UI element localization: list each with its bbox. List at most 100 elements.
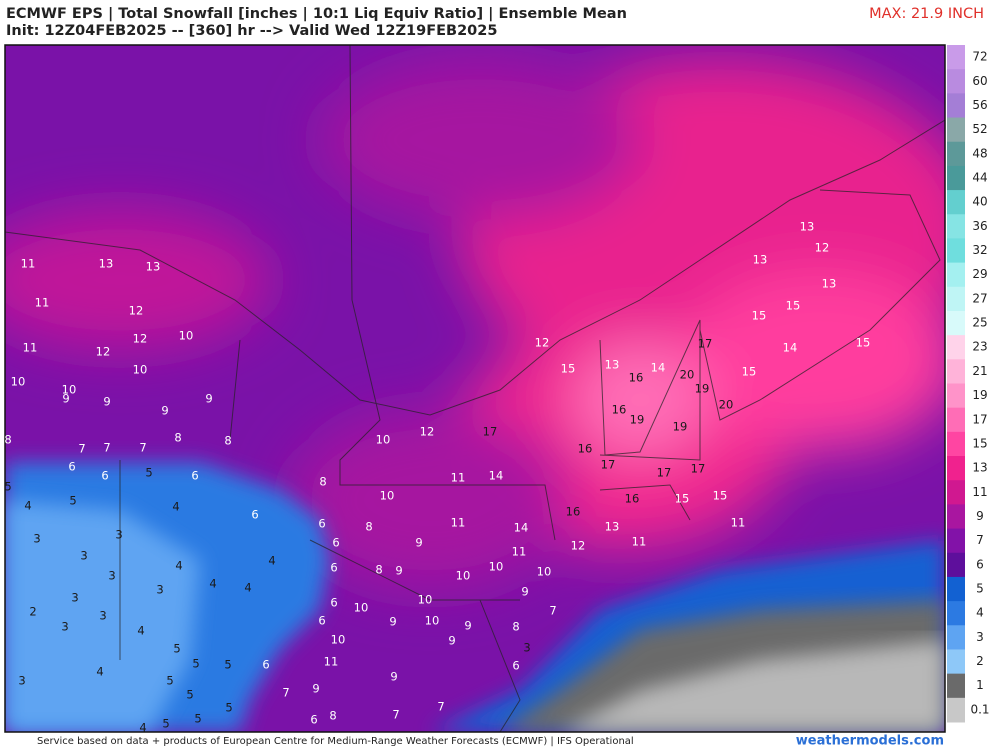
colorbar-label: 17 (972, 412, 987, 426)
snow-total-label: 13 (822, 277, 837, 291)
snow-total-label: 11 (512, 545, 527, 559)
colorbar-swatch (947, 383, 965, 409)
snow-total-label: 6 (318, 614, 325, 628)
snow-total-label: 8 (329, 709, 336, 723)
snow-total-label: 15 (856, 336, 871, 350)
snow-total-label: 10 (425, 614, 440, 628)
snow-total-label: 12 (571, 539, 586, 553)
snow-total-label: 13 (753, 253, 768, 267)
snow-total-label: 11 (632, 535, 647, 549)
colorbar-swatch (947, 69, 965, 94)
snow-total-label: 2 (29, 605, 36, 619)
snow-total-label: 9 (521, 585, 528, 599)
colorbar-swatch (947, 649, 965, 675)
colorbar-label: 19 (972, 388, 987, 402)
snow-total-label: 5 (162, 717, 169, 731)
colorbar-label: 13 (972, 461, 987, 475)
colorbar-label: 9 (976, 509, 984, 523)
snow-total-label: 10 (456, 569, 471, 583)
snow-total-label: 19 (695, 382, 710, 396)
colorbar-label: 21 (972, 364, 987, 378)
snow-total-label: 13 (146, 260, 161, 274)
colorbar-swatch (947, 335, 965, 360)
snow-total-label: 3 (33, 532, 40, 546)
snow-total-label: 5 (4, 480, 11, 494)
snow-total-label: 9 (448, 634, 455, 648)
colorbar-swatch (947, 480, 965, 505)
snow-total-label: 5 (69, 494, 76, 508)
footer-credit: Service based on data + products of Euro… (37, 736, 634, 747)
colorbar-swatch (947, 45, 965, 70)
colorbar-label: 48 (972, 146, 987, 160)
snow-total-label: 9 (161, 404, 168, 418)
snow-total-label: 16 (578, 442, 593, 456)
colorbar-swatch (947, 528, 965, 554)
colorbar-label: 40 (972, 195, 987, 209)
snow-total-label: 11 (21, 257, 36, 271)
snow-total-label: 8 (319, 475, 326, 489)
colorbar-label: 5 (976, 582, 984, 596)
snow-total-label: 8 (375, 563, 382, 577)
snow-total-label: 9 (395, 564, 402, 578)
snow-total-label: 6 (251, 508, 258, 522)
snow-total-label: 16 (566, 505, 581, 519)
snow-total-label: 16 (629, 371, 644, 385)
colorbar-swatch (947, 576, 965, 602)
snow-total-label: 14 (783, 341, 798, 355)
colorbar-label: 0.1 (970, 702, 989, 716)
snow-total-label: 17 (657, 466, 672, 480)
snow-total-label: 7 (139, 441, 146, 455)
snow-total-label: 11 (731, 516, 746, 530)
snow-total-label: 8 (174, 431, 181, 445)
snow-total-label: 9 (389, 615, 396, 629)
snow-total-label: 17 (483, 425, 498, 439)
map-frame (4, 44, 946, 733)
snow-total-label: 15 (561, 362, 576, 376)
colorbar-label: 52 (972, 122, 987, 136)
snow-total-label: 9 (312, 682, 319, 696)
snow-total-label: 6 (68, 460, 75, 474)
snow-total-label: 13 (605, 358, 620, 372)
snow-total-label: 6 (262, 658, 269, 672)
snow-total-label: 9 (62, 392, 69, 406)
snow-total-label: 5 (186, 688, 193, 702)
colorbar-swatch (947, 310, 965, 336)
colorbar-label: 29 (972, 267, 987, 281)
snow-total-label: 3 (61, 620, 68, 634)
snow-total-label: 11 (23, 341, 38, 355)
colorbar-label: 36 (972, 219, 987, 233)
snow-total-label: 7 (78, 442, 85, 456)
colorbar-swatch (947, 456, 965, 481)
snow-total-label: 7 (549, 604, 556, 618)
snow-total-label: 15 (752, 309, 767, 323)
colorbar-label: 15 (972, 436, 987, 450)
snow-total-label: 8 (224, 434, 231, 448)
snow-total-label: 10 (489, 560, 504, 574)
snow-total-label: 3 (523, 641, 530, 655)
colorbar-swatch (947, 625, 965, 650)
snow-total-label: 12 (133, 332, 148, 346)
snow-total-label: 5 (224, 658, 231, 672)
snow-total-label: 10 (331, 633, 346, 647)
snow-total-label: 5 (225, 701, 232, 715)
snow-total-label: 4 (244, 581, 251, 595)
colorbar-swatch (947, 117, 965, 143)
colorbar-swatch (947, 601, 965, 626)
colorbar-label: 27 (972, 291, 987, 305)
snow-total-label: 7 (103, 441, 110, 455)
snow-total-label: 7 (392, 708, 399, 722)
colorbar-label: 60 (972, 74, 987, 88)
snow-total-label: 4 (268, 554, 275, 568)
snow-total-label: 8 (4, 433, 11, 447)
snow-total-label: 20 (719, 398, 734, 412)
snow-total-label: 11 (451, 516, 466, 530)
snow-total-label: 14 (489, 469, 504, 483)
snow-total-label: 12 (96, 345, 111, 359)
snow-total-label: 10 (133, 363, 148, 377)
snow-total-label: 13 (99, 257, 114, 271)
snow-total-label: 4 (96, 665, 103, 679)
snow-total-label: 3 (71, 591, 78, 605)
snow-total-label: 6 (101, 469, 108, 483)
colorbar-label: 11 (972, 485, 987, 499)
colorbar-swatch (947, 238, 965, 264)
